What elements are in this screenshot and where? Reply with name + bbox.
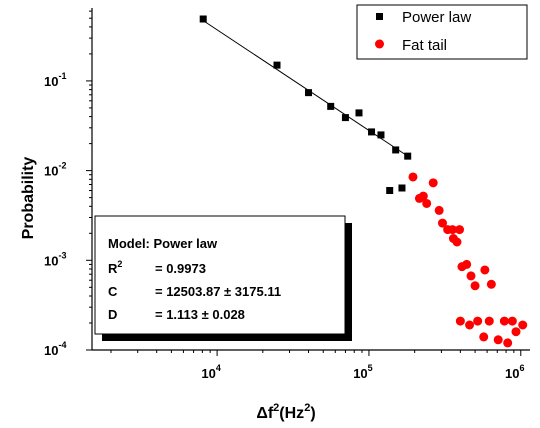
point-fat-tail — [437, 218, 447, 228]
x-axis-title-sup: 2 — [273, 402, 279, 414]
model-box: Model: Power law R2 = 0.9973 C = 12503.87 ±… — [94, 215, 352, 341]
legend-frame — [356, 4, 528, 60]
model-row-label: C — [108, 284, 118, 299]
model-row-value: = 1.113 ± 0.028 — [155, 307, 245, 322]
point-fat-tail — [418, 191, 428, 201]
x-axis-title-main: (Hz — [279, 405, 304, 422]
series-layer — [199, 15, 528, 348]
legend-marker-fat-tail — [375, 39, 384, 49]
point-fat-tail — [434, 205, 444, 215]
point-fat-tail — [493, 335, 503, 345]
x-tick-label: 106 — [505, 363, 524, 381]
tick-marks — [86, 10, 522, 356]
point-fat-tail — [428, 178, 438, 188]
point-fat-tail — [499, 316, 509, 326]
point-power-law — [273, 61, 281, 69]
point-fat-tail — [470, 281, 480, 291]
x-axis-title-prefix: Δf — [256, 405, 274, 422]
point-power-law — [404, 152, 412, 160]
point-fat-tail — [503, 338, 513, 348]
y-tick-label: 10-3 — [44, 250, 66, 268]
point-fat-tail — [466, 271, 476, 281]
point-fat-tail — [462, 259, 472, 269]
model-box-frame — [94, 215, 346, 335]
y-tick-label: 10-2 — [44, 161, 66, 179]
x-axis-title: Δf2(Hz2) — [256, 402, 315, 422]
point-fat-tail — [511, 327, 521, 337]
point-fat-tail — [479, 332, 489, 342]
model-row-label: D — [108, 307, 117, 322]
legend-marker-power-law — [376, 13, 383, 20]
model-row-label: R2 — [108, 259, 122, 276]
legend-label-power-law: Power law — [402, 9, 471, 26]
point-fat-tail — [408, 172, 418, 182]
point-power-law — [199, 15, 207, 23]
legend: Power law Fat tail — [356, 4, 528, 60]
model-box-title: Model: Power law — [108, 236, 218, 251]
model-row-value: = 12503.87 ± 3175.11 — [155, 284, 281, 299]
point-fat-tail — [484, 316, 494, 326]
point-fat-tail — [455, 316, 465, 326]
y-tick-label: 10-1 — [44, 71, 66, 89]
point-fat-tail — [473, 316, 483, 326]
point-power-law — [368, 128, 376, 136]
point-fat-tail — [422, 198, 432, 208]
point-fat-tail — [480, 265, 490, 275]
legend-label-fat-tail: Fat tail — [402, 37, 447, 54]
point-power-law — [377, 131, 385, 139]
point-power-law — [305, 89, 313, 97]
y-tick-label: 10-4 — [44, 340, 66, 358]
x-tick-label: 104 — [201, 363, 220, 381]
point-power-law — [355, 109, 363, 117]
x-tick-label: 105 — [353, 363, 372, 381]
point-power-law — [386, 187, 394, 195]
x-axis-title-suffix: ) — [310, 405, 315, 422]
point-power-law — [398, 184, 406, 192]
point-fat-tail — [486, 279, 496, 289]
tick-labels: 104 105 106 10-1 10-2 10-3 10-4 — [44, 71, 525, 381]
point-fat-tail — [447, 225, 457, 235]
point-power-law — [392, 146, 400, 154]
point-fat-tail — [518, 320, 528, 330]
point-fat-tail — [507, 316, 517, 326]
y-axis-title: Probability — [20, 157, 37, 240]
x-axis-title-sup2: 2 — [304, 402, 310, 414]
point-fat-tail — [465, 320, 475, 330]
point-power-law — [341, 114, 349, 122]
model-box-rows: R2 = 0.9973 C = 12503.87 ± 3175.11 D = 1.113 … — [108, 259, 281, 322]
point-power-law — [327, 102, 335, 110]
point-fat-tail — [448, 234, 458, 244]
point-fat-tail — [455, 225, 465, 235]
model-row-value: = 0.9973 — [155, 261, 206, 276]
